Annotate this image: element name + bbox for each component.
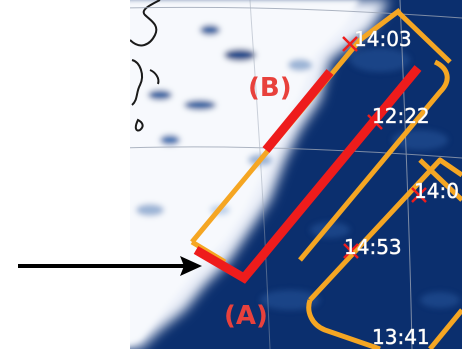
swath-top-right-edge [396,10,452,64]
x-marker-icon [411,187,427,203]
ocean-texture [260,48,460,310]
time-label-1341: 13:41 [372,325,430,349]
x-marker-icon [367,114,383,130]
segment-a-label: (A) [224,301,268,331]
arrow-head-icon [180,256,202,276]
swath-outline-left [190,8,402,244]
time-labels: 14:03 12:22 14:0 14:53 13:41 [344,27,460,349]
graticule [130,0,462,349]
time-label-1453: 14:53 [344,235,402,259]
highlight-segments [193,65,422,284]
swath-third-top [418,158,462,202]
x-marker-icon [343,243,359,259]
time-label-1403: 14:03 [354,27,412,51]
swath-third-bottom [306,299,381,349]
pointer-arrow [18,256,202,276]
highlight-segment-b [262,69,334,153]
swath-fourth [428,308,462,349]
time-markers [342,36,427,259]
x-marker-icon [342,36,358,52]
map-area: 14:03 12:22 14:0 14:53 13:41 (B) (A) [130,0,462,349]
time-label-1222: 12:22 [372,104,430,128]
segment-b-label: (B) [248,73,292,103]
time-label-140: 14:0 [414,179,459,203]
highlight-segment-a [193,65,422,284]
swath-second [298,59,450,262]
